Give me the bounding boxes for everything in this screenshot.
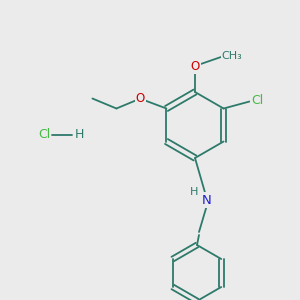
Text: O: O [190, 59, 200, 73]
Text: N: N [202, 194, 212, 206]
Text: H: H [75, 128, 84, 142]
Text: Cl: Cl [251, 94, 264, 107]
Text: CH₃: CH₃ [222, 51, 242, 61]
Text: H: H [190, 187, 198, 197]
Text: O: O [136, 92, 145, 105]
Text: Cl: Cl [38, 128, 50, 142]
